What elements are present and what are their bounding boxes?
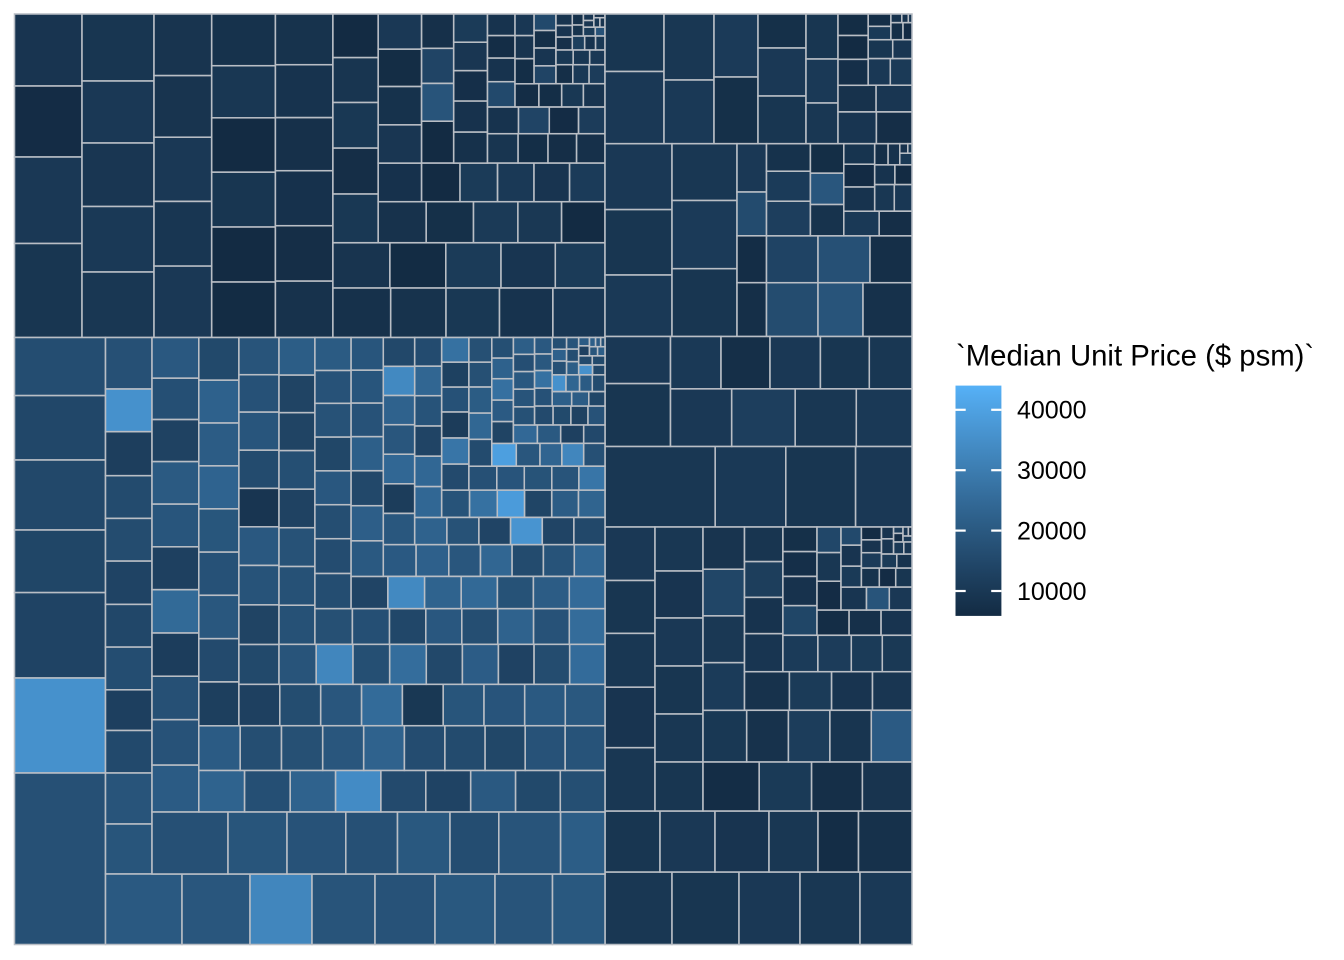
svg-text:30000: 30000: [1017, 457, 1087, 485]
svg-text:40000: 40000: [1017, 397, 1087, 425]
svg-text:10000: 10000: [1017, 578, 1087, 606]
svg-text:`Median Unit Price ($ psm)`: `Median Unit Price ($ psm)`: [956, 340, 1314, 373]
svg-text:20000: 20000: [1017, 517, 1087, 545]
